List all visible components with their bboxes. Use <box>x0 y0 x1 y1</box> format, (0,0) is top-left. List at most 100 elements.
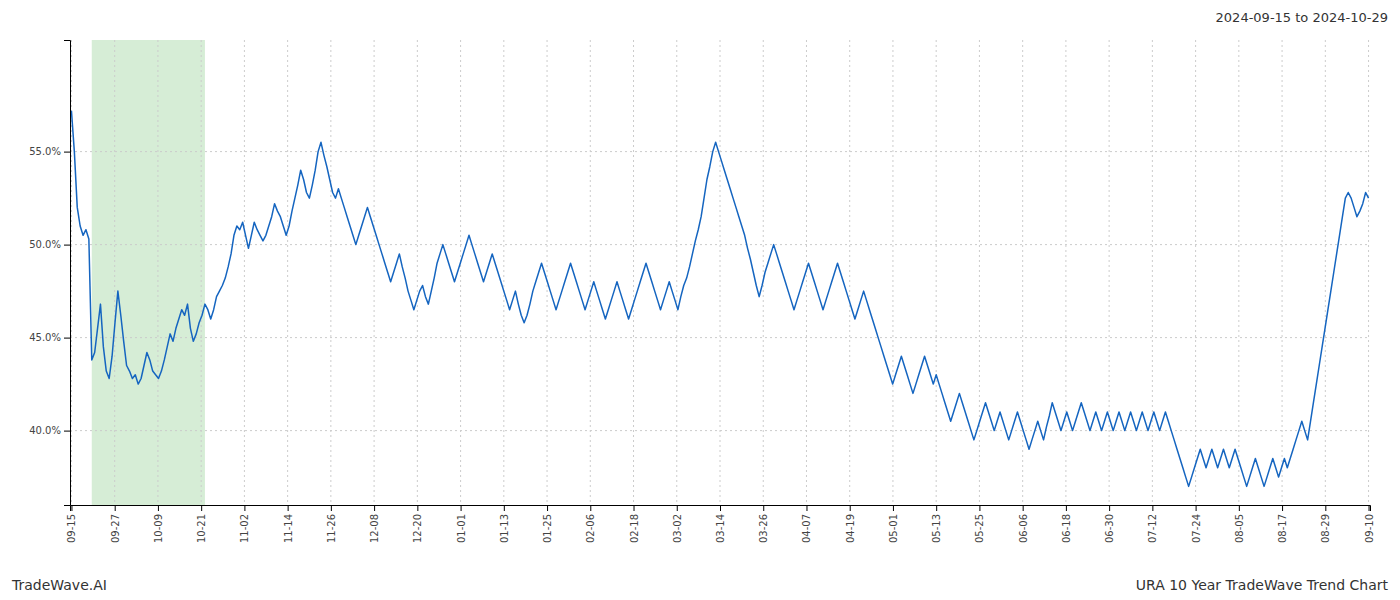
x-tick: 05-13 <box>931 505 942 543</box>
grid-line <box>892 40 893 505</box>
x-tick-mark <box>763 505 764 511</box>
x-tick-label: 08-29 <box>1320 514 1331 543</box>
x-tick-mark <box>1239 505 1240 511</box>
grid-line <box>676 40 677 505</box>
x-tick: 08-05 <box>1234 505 1245 543</box>
grid-line <box>1022 40 1023 505</box>
x-tick-mark <box>1152 505 1153 511</box>
grid-line <box>1282 40 1283 505</box>
x-tick-mark <box>201 505 202 511</box>
x-tick-label: 01-25 <box>542 514 553 543</box>
grid-line <box>71 40 72 505</box>
x-tick: 10-09 <box>153 505 164 543</box>
x-tick-mark <box>1023 505 1024 511</box>
x-tick-label: 02-18 <box>629 514 640 543</box>
x-tick-mark <box>1196 505 1197 511</box>
x-tick-label: 04-19 <box>845 514 856 543</box>
grid-line <box>1195 40 1196 505</box>
x-tick-mark <box>158 505 159 511</box>
grid-line <box>590 40 591 505</box>
y-tick-label: 40.0% <box>29 425 61 436</box>
x-tick-label: 06-06 <box>1018 514 1029 543</box>
x-tick-label: 12-20 <box>412 514 423 543</box>
grid-line <box>157 40 158 505</box>
grid-line <box>1238 40 1239 505</box>
x-tick: 02-06 <box>585 505 596 543</box>
y-tick-mark <box>64 338 70 339</box>
chart: 09-1509-2710-0910-2111-0211-1411-2612-08… <box>0 0 1400 600</box>
grid-line <box>460 40 461 505</box>
x-tick-mark <box>504 505 505 511</box>
x-tick-mark <box>461 505 462 511</box>
x-tick-mark <box>71 505 72 511</box>
x-tick: 06-18 <box>1061 505 1072 543</box>
y-tick: 55.0% <box>29 146 70 157</box>
x-tick-label: 05-25 <box>974 514 985 543</box>
grid-line <box>70 244 1370 245</box>
y-tick-label: 50.0% <box>29 239 61 250</box>
x-tick-mark <box>1325 505 1326 511</box>
y-tick: 40.0% <box>29 425 70 436</box>
x-tick: 04-07 <box>801 505 812 543</box>
title: URA 10 Year TradeWave Trend Chart <box>1136 577 1389 593</box>
x-tick-label: 09-27 <box>110 514 121 543</box>
x-tick-mark <box>893 505 894 511</box>
x-tick-mark <box>1066 505 1067 511</box>
x-tick: 12-20 <box>412 505 423 543</box>
x-tick-label: 11-02 <box>239 514 250 543</box>
x-tick-label: 05-01 <box>888 514 899 543</box>
x-tick: 06-30 <box>1104 505 1115 543</box>
grid-line <box>330 40 331 505</box>
x-tick-label: 10-09 <box>153 514 164 543</box>
x-tick-mark <box>374 505 375 511</box>
x-tick-mark <box>331 505 332 511</box>
y-axis: 40.0% 45.0% 50.0% 55.0% <box>29 41 70 506</box>
x-tick: 02-18 <box>629 505 640 543</box>
x-tick-mark <box>1369 505 1370 511</box>
grid-line <box>417 40 418 505</box>
x-tick-label: 03-26 <box>758 514 769 543</box>
x-tick-mark <box>1282 505 1283 511</box>
x-tick: 05-01 <box>888 505 899 543</box>
x-tick-label: 06-18 <box>1061 514 1072 543</box>
x-tick-label: 01-01 <box>456 514 467 543</box>
grid-line <box>70 337 1370 338</box>
x-tick-label: 11-26 <box>326 514 337 543</box>
y-axis-line <box>64 41 71 506</box>
x-tick: 01-25 <box>542 505 553 543</box>
x-tick-label: 12-08 <box>369 514 380 543</box>
y-tick-mark <box>64 152 70 153</box>
x-tick: 04-19 <box>845 505 856 543</box>
subtitle: 2024-09-15 to 2024-10-29 <box>1216 10 1388 25</box>
x-tick-mark <box>417 505 418 511</box>
y-tick: 45.0% <box>29 332 70 343</box>
x-tick: 11-26 <box>326 505 337 543</box>
x-tick: 01-01 <box>456 505 467 543</box>
x-tick-mark <box>115 505 116 511</box>
grid-line <box>244 40 245 505</box>
x-tick-label: 07-12 <box>1147 514 1158 543</box>
grid <box>70 40 1370 505</box>
x-tick-label: 11-14 <box>283 514 294 543</box>
x-tick-mark <box>979 505 980 511</box>
grid-line <box>1152 40 1153 505</box>
x-tick-mark <box>806 505 807 511</box>
grid-line <box>1368 40 1369 505</box>
shaded-region <box>92 40 205 505</box>
x-tick-mark <box>1109 505 1110 511</box>
grid-line <box>720 40 721 505</box>
x-tick: 03-26 <box>758 505 769 543</box>
x-tick: 08-29 <box>1320 505 1331 543</box>
x-tick-label: 07-24 <box>1191 514 1202 543</box>
x-tick: 11-02 <box>239 505 250 543</box>
x-tick: 11-14 <box>283 505 294 543</box>
grid-line <box>1065 40 1066 505</box>
x-tick: 07-12 <box>1147 505 1158 543</box>
x-tick: 08-17 <box>1277 505 1288 543</box>
grid-line <box>763 40 764 505</box>
grid-line <box>374 40 375 505</box>
x-tick-mark <box>288 505 289 511</box>
x-tick-label: 08-17 <box>1277 514 1288 543</box>
grid-line <box>1109 40 1110 505</box>
x-tick-mark <box>634 505 635 511</box>
